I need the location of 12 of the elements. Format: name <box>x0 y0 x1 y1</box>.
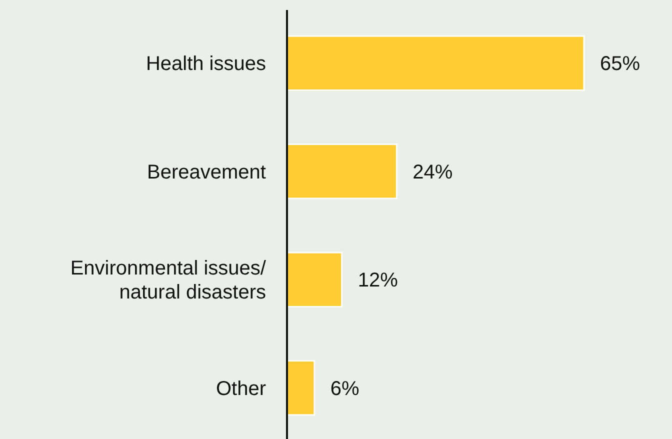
data-label: 12% <box>358 270 398 292</box>
y-tick-label: Health issues <box>146 53 266 76</box>
bar <box>286 35 585 91</box>
bar <box>286 252 343 308</box>
y-tick-label: Other <box>216 378 266 400</box>
data-label: 24% <box>412 161 453 184</box>
bar <box>286 360 316 416</box>
data-label: 65% <box>600 53 640 76</box>
y-tick-label: Bereavement <box>147 161 266 184</box>
y-tick-label: Environmental issues/ natural disasters <box>70 258 266 304</box>
bar <box>286 144 398 200</box>
data-label: 6% <box>330 378 360 400</box>
